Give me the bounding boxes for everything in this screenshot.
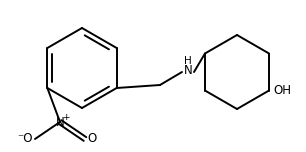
Text: +: +: [62, 112, 70, 121]
Text: O: O: [87, 133, 96, 145]
Text: H: H: [184, 56, 192, 66]
Text: N: N: [56, 116, 64, 128]
Text: OH: OH: [273, 84, 291, 97]
Text: ⁻O: ⁻O: [17, 133, 33, 145]
Text: N: N: [184, 64, 192, 78]
